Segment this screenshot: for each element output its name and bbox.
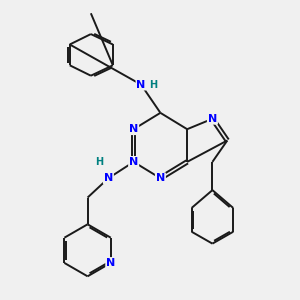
Text: N: N: [136, 80, 146, 90]
Text: N: N: [129, 157, 138, 167]
Text: N: N: [208, 114, 217, 124]
Text: N: N: [104, 173, 113, 183]
Text: H: H: [149, 80, 157, 90]
Text: H: H: [95, 157, 104, 167]
Text: N: N: [156, 173, 165, 183]
Text: N: N: [129, 124, 138, 134]
Text: N: N: [106, 258, 116, 268]
